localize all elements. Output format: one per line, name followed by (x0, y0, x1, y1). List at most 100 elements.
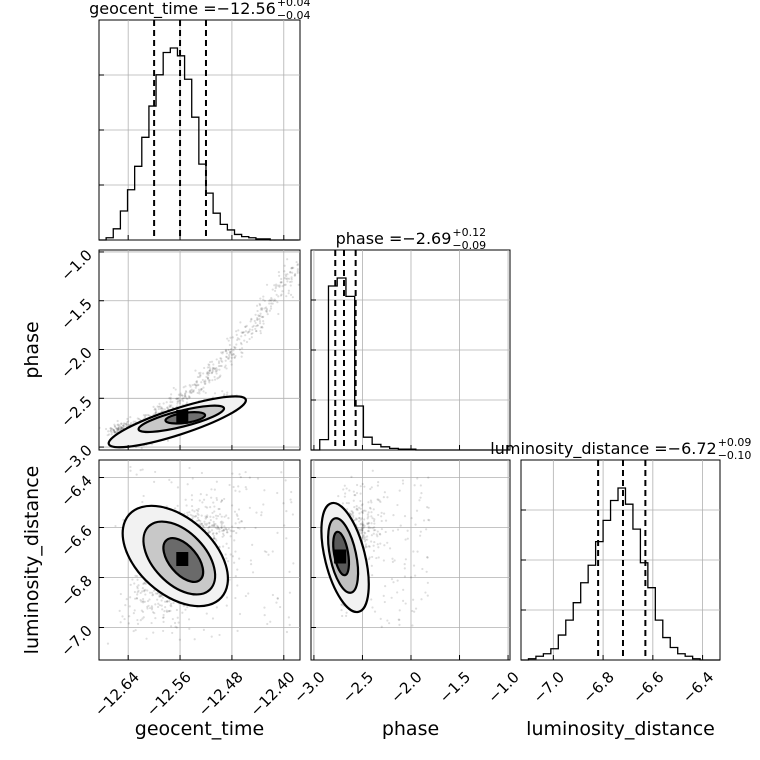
scatter-point (146, 607, 149, 610)
scatter-point (206, 370, 209, 374)
scatter-point (273, 289, 277, 293)
scatter-point (251, 328, 254, 331)
scatter-point (273, 298, 276, 301)
scatter-point (370, 511, 373, 514)
scatter-point (211, 366, 214, 369)
scatter-point (208, 522, 211, 525)
scatter-point (285, 275, 288, 278)
scatter-point (236, 568, 239, 571)
scatter-point (291, 513, 294, 516)
xtick-label-phase: −2.0 (387, 668, 425, 706)
scatter-point (170, 404, 173, 407)
scatter-point (133, 582, 136, 585)
scatter-point (352, 499, 355, 502)
scatter-point (220, 499, 224, 502)
scatter-point (288, 280, 292, 284)
scatter-point (233, 356, 236, 359)
scatter-point (269, 298, 272, 301)
scatter-point (272, 299, 275, 302)
scatter-point (144, 588, 147, 591)
scatter-point (219, 357, 222, 360)
scatter-point (121, 615, 124, 618)
scatter-point (230, 354, 233, 357)
scatter-point (231, 336, 234, 339)
scatter-point (262, 295, 265, 298)
scatter-point (414, 523, 417, 526)
scatter-point (248, 506, 251, 509)
scatter-point (120, 422, 123, 425)
scatter-point (154, 617, 157, 620)
scatter-point (265, 550, 268, 554)
scatter-point (219, 500, 223, 504)
scatter-point (139, 469, 142, 472)
scatter-point (215, 369, 218, 373)
scatter-point (245, 324, 248, 327)
scatter-point (223, 366, 227, 369)
scatter-point (185, 401, 189, 404)
scatter-point (228, 350, 232, 353)
scatter-point (426, 556, 429, 559)
scatter-point (199, 371, 202, 374)
scatter-point (369, 526, 372, 530)
scatter-point (146, 589, 149, 592)
scatter-point (134, 597, 137, 600)
scatter-point (258, 315, 261, 318)
xtick-label-phase: −3.0 (290, 668, 328, 706)
scatter-point (251, 332, 254, 335)
scatter-point (369, 487, 372, 491)
scatter-point (375, 533, 378, 536)
scatter-point (280, 277, 283, 281)
scatter-point (109, 427, 112, 430)
scatter-point (157, 407, 160, 411)
scatter-point (192, 390, 195, 393)
scatter-point (401, 482, 405, 485)
scatter-point (349, 513, 352, 516)
scatter-point (370, 564, 373, 567)
scatter-point (225, 596, 229, 599)
scatter-point (186, 514, 189, 517)
scatter-point (361, 524, 364, 527)
scatter-point (353, 493, 356, 497)
scatter-point (198, 375, 201, 379)
scatter-point (283, 264, 286, 267)
scatter-point (220, 515, 223, 518)
scatter-point (367, 501, 370, 504)
scatter-point (240, 355, 243, 358)
scatter-point (276, 301, 279, 304)
scatter-point (234, 346, 237, 349)
scatter-point (175, 626, 178, 629)
scatter-point (269, 299, 273, 302)
scatter-point (201, 378, 204, 382)
scatter-point (113, 424, 116, 428)
scatter-point (263, 307, 266, 310)
scatter-point (388, 547, 392, 550)
scatter-point (363, 531, 366, 534)
scatter-point (373, 540, 376, 544)
scatter-point (212, 516, 215, 519)
scatter-point (277, 271, 280, 274)
scatter-point (110, 431, 113, 434)
scatter-point (254, 327, 257, 331)
hist-panel-geocent_time: geocent_time = −12.56 +0.04−0.04 (89, 0, 311, 241)
scatter-point (244, 594, 247, 598)
scatter-point (211, 368, 214, 372)
scatter-point (243, 527, 246, 530)
scatter-point (240, 335, 243, 338)
scatter-point (278, 284, 281, 287)
scatter-point (362, 524, 365, 527)
scatter-point (204, 517, 207, 520)
scatter-point (125, 422, 128, 425)
scatter-point (204, 515, 207, 518)
scatter-point (379, 542, 382, 545)
scatter-point (151, 611, 155, 614)
scatter-point (215, 372, 218, 375)
scatter-point (176, 397, 179, 401)
scatter-point (214, 526, 218, 529)
scatter-point (175, 397, 178, 400)
scatter-point (346, 508, 349, 511)
scatter-point (179, 399, 182, 402)
scatter-point (222, 545, 225, 548)
scatter-point (254, 321, 257, 325)
title-plus: +0.12 (452, 226, 486, 239)
scatter-point (216, 377, 219, 380)
